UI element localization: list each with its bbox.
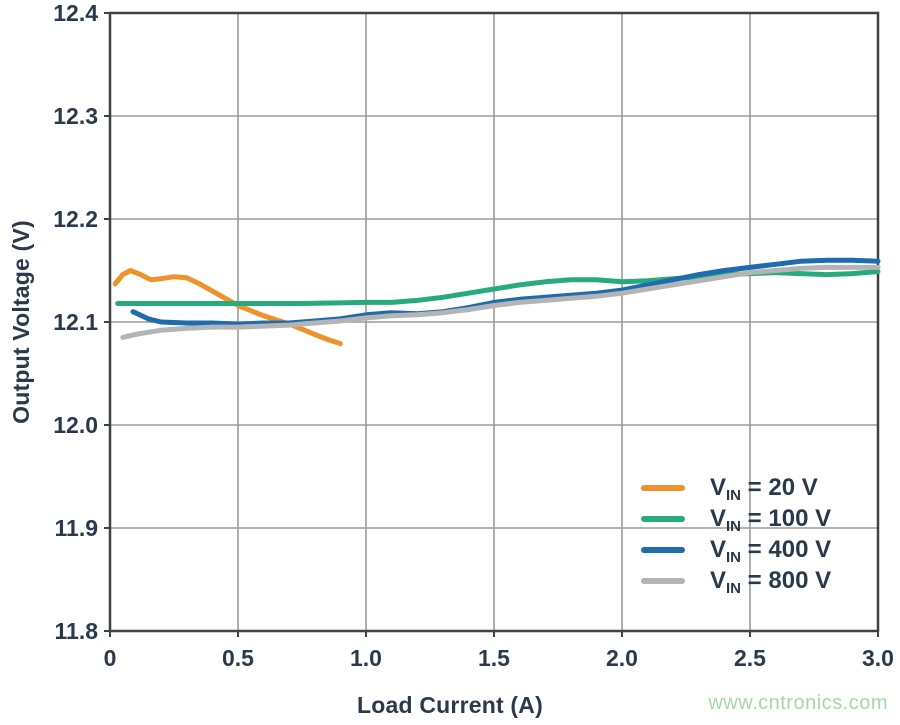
x-tick-label: 0.5: [222, 645, 254, 671]
legend: VIN = 20 V VIN = 100 V VIN = 400 V VIN = 80…: [641, 472, 831, 596]
legend-item-vin-400v: VIN = 400 V: [641, 534, 831, 565]
plot-frame: [108, 11, 880, 633]
series-line-vin-800v: [120, 264, 881, 340]
legend-swatch-vin-800v: [641, 577, 685, 584]
legend-label-vin-20v: VIN = 20 V: [710, 473, 818, 504]
x-tick-label: 1.5: [478, 645, 510, 671]
watermark: www.cntronics.com: [708, 692, 888, 714]
legend-swatch-vin-20v: [641, 484, 685, 491]
y-tick-label: 12.3: [53, 103, 98, 129]
legend-label-vin-100v: VIN = 100 V: [710, 504, 832, 535]
x-tick-label: 3.0: [862, 645, 894, 671]
legend-label-vin-800v: VIN = 800 V: [710, 566, 832, 597]
y-tick-label: 12.2: [53, 206, 98, 232]
x-tick-label: 2.0: [606, 645, 638, 671]
y-axis-title: Output Voltage (V): [8, 220, 34, 424]
x-tick-label: 1.0: [350, 645, 382, 671]
legend-swatch-vin-100v: [641, 515, 685, 522]
y-tick-label: 12.1: [53, 309, 98, 335]
x-tick-label: 2.5: [734, 645, 766, 671]
series-line-vin-20v: [112, 268, 343, 347]
legend-item-vin-100v: VIN = 100 V: [641, 503, 831, 534]
series-line-vin-100v: [115, 269, 881, 306]
y-tick-label: 11.9: [55, 515, 99, 541]
y-tick-label: 11.8: [55, 618, 99, 644]
x-tick-label: 0: [104, 645, 117, 671]
legend-label-vin-400v: VIN = 400 V: [710, 535, 832, 566]
legend-item-vin-800v: VIN = 800 V: [641, 565, 831, 596]
y-tick-label: 12.4: [53, 0, 98, 26]
x-axis-title: Load Current (A): [357, 692, 543, 718]
series-line-vin-400v: [130, 257, 881, 327]
legend-swatch-vin-400v: [641, 546, 685, 553]
legend-item-vin-20v: VIN = 20 V: [641, 472, 831, 503]
y-tick-label: 12.0: [53, 412, 98, 438]
